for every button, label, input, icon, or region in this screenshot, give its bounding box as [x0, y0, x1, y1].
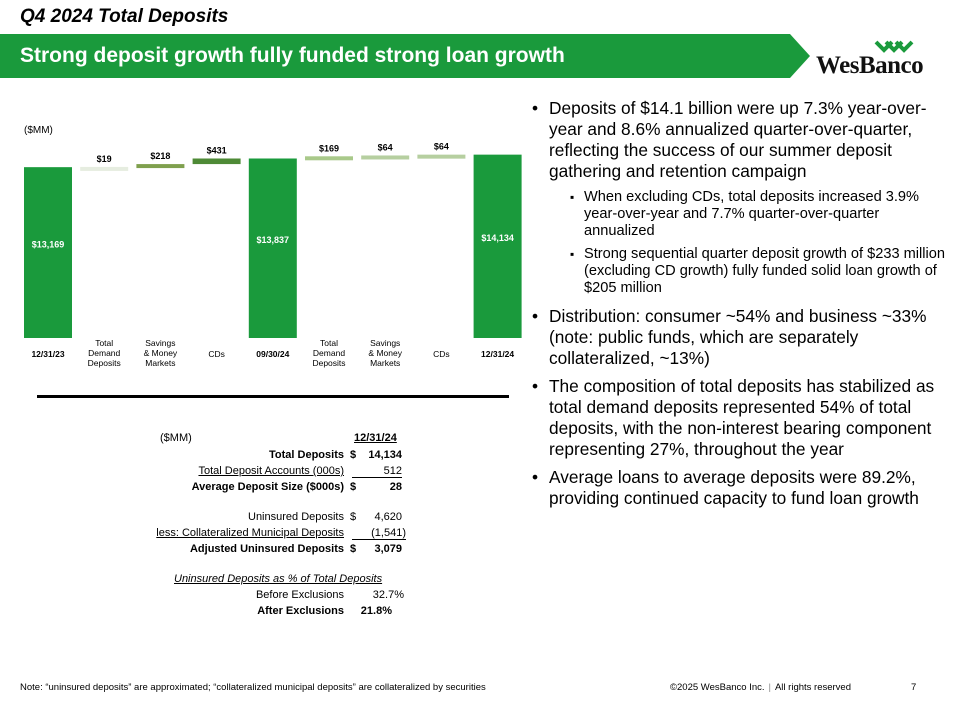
waterfall-bar-6: [361, 155, 410, 160]
deposit-accounts-label: Total Deposit Accounts (000s): [198, 465, 344, 477]
total-deposits-label: Total Deposits: [269, 449, 344, 461]
category-label-5: Total Demand Deposits: [312, 338, 345, 368]
avg-deposit-size-currency: $: [350, 481, 357, 493]
page-number: 7: [911, 682, 917, 693]
sub-bullet-sequential-growth: Strong sequential quarter deposit growth…: [532, 246, 952, 297]
commentary-bullets: Deposits of $14.1 billion were up 7.3% y…: [532, 98, 952, 516]
company-logo: WesBanco: [812, 38, 952, 82]
bar-value-label-4: $13,837: [257, 235, 290, 245]
copyright-text: ©2025 WesBanco Inc.: [670, 682, 765, 693]
waterfall-bar-8: [473, 154, 522, 338]
bullet-deposits: Deposits of $14.1 billion were up 7.3% y…: [532, 98, 952, 182]
bar-value-label-6: $64: [378, 142, 393, 152]
table-unit: ($MM): [160, 432, 192, 444]
category-label-8: 12/31/24: [481, 349, 514, 359]
category-label-2: Savings & Money Markets: [144, 338, 178, 368]
footer-note: Note: “uninsured deposits” are approxima…: [20, 682, 486, 693]
waterfall-bar-5: [305, 156, 353, 161]
sub-bullet-excluding-cds: When excluding CDs, total deposits incre…: [532, 189, 952, 240]
pct-header: Uninsured Deposits as % of Total Deposit…: [174, 573, 383, 585]
category-label-6: Savings & Money Markets: [368, 338, 402, 368]
chart-unit-label: ($MM): [24, 125, 53, 136]
section-divider: [37, 395, 509, 398]
adjusted-uninsured-value: 3,079: [374, 543, 402, 555]
before-exclusions-label: Before Exclusions: [255, 589, 344, 601]
bar-value-label-8: $14,134: [481, 233, 514, 243]
category-label-7: CDs: [433, 349, 450, 359]
total-deposits-currency: $: [350, 449, 357, 461]
bullet-composition: The composition of total deposits has st…: [532, 376, 952, 460]
deposit-waterfall-chart: $13,169 12/31/23 $19 Total Demand Deposits $21…: [24, 142, 522, 368]
adjusted-uninsured-label: Adjusted Uninsured Deposits: [189, 543, 344, 555]
slide-title: Strong deposit growth fully funded stron…: [20, 44, 565, 67]
category-label-4: 09/30/24: [256, 349, 289, 359]
footer-copyright: ©2025 WesBanco Inc. | All rights reserved: [670, 682, 851, 693]
bar-value-label-0: $13,169: [32, 239, 65, 249]
uninsured-value: 4,620: [374, 511, 402, 523]
title-banner: Strong deposit growth fully funded stron…: [0, 34, 810, 78]
wesbanco-chevron-logo-icon: [874, 40, 914, 53]
adjusted-uninsured-currency: $: [350, 543, 357, 555]
waterfall-bar-0: [24, 167, 72, 338]
uninsured-label: Uninsured Deposits: [248, 511, 344, 523]
bar-value-label-2: $218: [150, 151, 170, 161]
banner-shape: [0, 34, 810, 78]
bar-value-label-1: $19: [97, 154, 112, 164]
waterfall-bar-1: [80, 166, 129, 171]
slide-kicker: Q4 2024 Total Deposits: [20, 6, 229, 27]
waterfall-bar-7: [417, 154, 466, 159]
bar-value-label-7: $64: [434, 142, 449, 152]
footer-separator: |: [768, 682, 771, 693]
deposit-accounts-value: 512: [352, 465, 402, 478]
category-label-1: Total Demand Deposits: [88, 338, 121, 368]
bullet-distribution: Distribution: consumer ~54% and business…: [532, 306, 952, 369]
bullet-loan-to-deposit: Average loans to average deposits were 8…: [532, 467, 952, 509]
bar-value-label-5: $169: [319, 143, 339, 153]
bar-value-label-3: $431: [207, 145, 227, 155]
before-exclusions-value: 32.7%: [372, 589, 404, 601]
rights-text: All rights reserved: [774, 682, 851, 693]
collateralized-label: less: Collateralized Municipal Deposits: [156, 527, 344, 539]
waterfall-bar-3: [192, 158, 241, 165]
logo-wordmark: WesBanco: [816, 52, 924, 79]
avg-deposit-size-label: Average Deposit Size ($000s): [191, 481, 344, 493]
waterfall-bar-4: [248, 158, 297, 338]
table-date-header: 12/31/24: [354, 432, 397, 444]
uninsured-currency: $: [350, 511, 357, 523]
category-label-3: CDs: [208, 349, 225, 359]
after-exclusions-value: 21.8%: [360, 605, 392, 617]
after-exclusions-label: After Exclusions: [257, 605, 344, 617]
collateralized-value: (1,541): [352, 527, 406, 540]
category-label-0: 12/31/23: [31, 349, 64, 359]
avg-deposit-size-value: 28: [389, 481, 402, 493]
total-deposits-value: 14,134: [368, 449, 402, 461]
waterfall-bar-2: [136, 164, 185, 169]
